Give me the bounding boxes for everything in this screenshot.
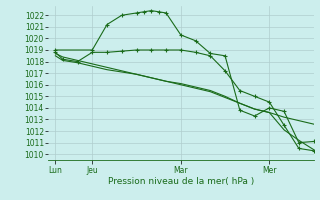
X-axis label: Pression niveau de la mer( hPa ): Pression niveau de la mer( hPa )	[108, 177, 254, 186]
